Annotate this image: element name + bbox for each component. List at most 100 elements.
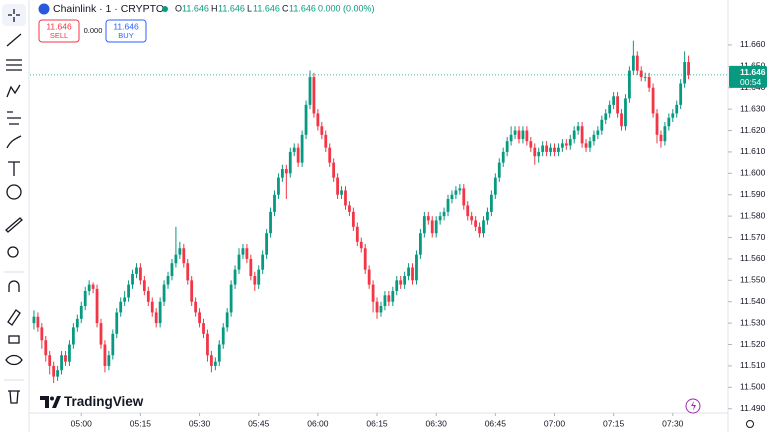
text-tool[interactable] <box>8 161 20 176</box>
candle-body <box>462 188 466 206</box>
h-value: 11.646 <box>218 3 245 13</box>
buy-price: 11.646 <box>113 21 139 31</box>
candle-body <box>253 276 257 285</box>
brand-name: TradingView <box>64 394 144 409</box>
candle-body <box>371 284 375 302</box>
candle-body <box>32 316 36 324</box>
candle-body <box>64 355 67 362</box>
candle-body <box>525 130 529 142</box>
candle-body <box>150 301 154 313</box>
candle-body <box>651 87 655 114</box>
candle-body <box>395 280 399 292</box>
candle-body <box>509 134 513 142</box>
candle-body <box>320 126 324 135</box>
candle-body <box>375 301 379 313</box>
candle-body <box>277 177 280 195</box>
candle-body <box>273 194 276 212</box>
candle-body <box>355 226 359 242</box>
candle-body <box>549 147 552 152</box>
brush-tool[interactable] <box>6 135 22 149</box>
candle-body <box>379 306 383 313</box>
candle-body <box>103 344 107 366</box>
candle-body <box>620 113 623 127</box>
candle-body <box>422 216 426 234</box>
x-tick-label: 07:00 <box>544 418 566 428</box>
candle-body <box>521 130 525 140</box>
candle-body <box>411 267 414 281</box>
candle-body <box>198 312 201 324</box>
candle-body <box>533 147 537 157</box>
candle-body <box>324 134 328 148</box>
candle-body <box>300 134 304 163</box>
candle-body <box>304 104 308 135</box>
measure-tool[interactable] <box>5 217 23 233</box>
trendline-tool[interactable] <box>6 33 22 47</box>
candle-body <box>170 263 174 277</box>
candle-body <box>434 220 438 234</box>
brand: TradingView <box>40 394 144 409</box>
candle-body <box>292 147 296 152</box>
l-label: L <box>247 3 252 13</box>
x-tick-label: 05:15 <box>130 418 152 428</box>
candle-body <box>493 177 497 195</box>
pattern-tool[interactable] <box>6 84 21 98</box>
flash-button[interactable] <box>685 398 701 414</box>
candle-body <box>340 190 343 195</box>
o-value: 11.646 <box>182 3 209 13</box>
candle-body <box>430 220 434 234</box>
candle-body <box>261 254 265 270</box>
candle-body <box>162 284 166 302</box>
candle-body <box>383 295 387 307</box>
x-tick-label: 06:00 <box>307 418 329 428</box>
x-tick-label: 05:45 <box>248 418 270 428</box>
hide-tool[interactable] <box>5 354 23 366</box>
candle-body <box>296 147 300 163</box>
candle-body <box>237 254 241 270</box>
candle-body <box>190 280 194 302</box>
candle-body <box>308 77 312 105</box>
candle-body <box>501 151 505 163</box>
forecast-tool[interactable] <box>7 111 21 125</box>
delete-tool[interactable] <box>8 390 20 404</box>
candle-body <box>419 233 422 255</box>
buy-button[interactable]: 11.646 BUY <box>105 19 147 43</box>
candle-body <box>229 284 233 313</box>
candle-body <box>391 291 395 302</box>
symbol[interactable]: Chainlink · 1 · CRYPTO <box>53 3 164 15</box>
candle-body <box>332 162 336 178</box>
zoom-tool[interactable] <box>7 246 19 258</box>
lock-draw-tool[interactable] <box>7 309 21 326</box>
candle-body <box>71 327 75 345</box>
candle-body <box>158 301 162 324</box>
sell-button[interactable]: 11.646 SELL <box>38 19 80 43</box>
candle-body <box>123 297 127 302</box>
candle-body <box>399 280 403 285</box>
candle-body <box>592 134 596 142</box>
candle-body <box>367 269 371 285</box>
crosshair-tool[interactable] <box>2 4 26 26</box>
emoji-tool[interactable] <box>6 184 22 200</box>
candle-body <box>403 276 407 285</box>
fib-tool[interactable] <box>6 59 22 71</box>
magnet-tool[interactable] <box>8 280 20 292</box>
candle-body <box>119 301 123 313</box>
candle-body <box>316 113 320 127</box>
y-tick-label: 11.610 <box>740 146 766 156</box>
candle-body <box>537 151 541 157</box>
candle-body <box>596 130 600 135</box>
settings-button[interactable] <box>746 420 754 428</box>
candle-body <box>280 169 284 178</box>
candle-body <box>284 169 288 174</box>
candle-body <box>56 370 60 377</box>
lock-tool[interactable] <box>8 335 20 344</box>
candle-body <box>127 284 130 298</box>
candle-body <box>647 77 651 88</box>
candle-body <box>44 340 48 356</box>
candle-body <box>107 355 111 366</box>
y-tick-label: 11.620 <box>740 125 766 135</box>
candle-body <box>580 126 584 144</box>
plot <box>30 40 728 384</box>
